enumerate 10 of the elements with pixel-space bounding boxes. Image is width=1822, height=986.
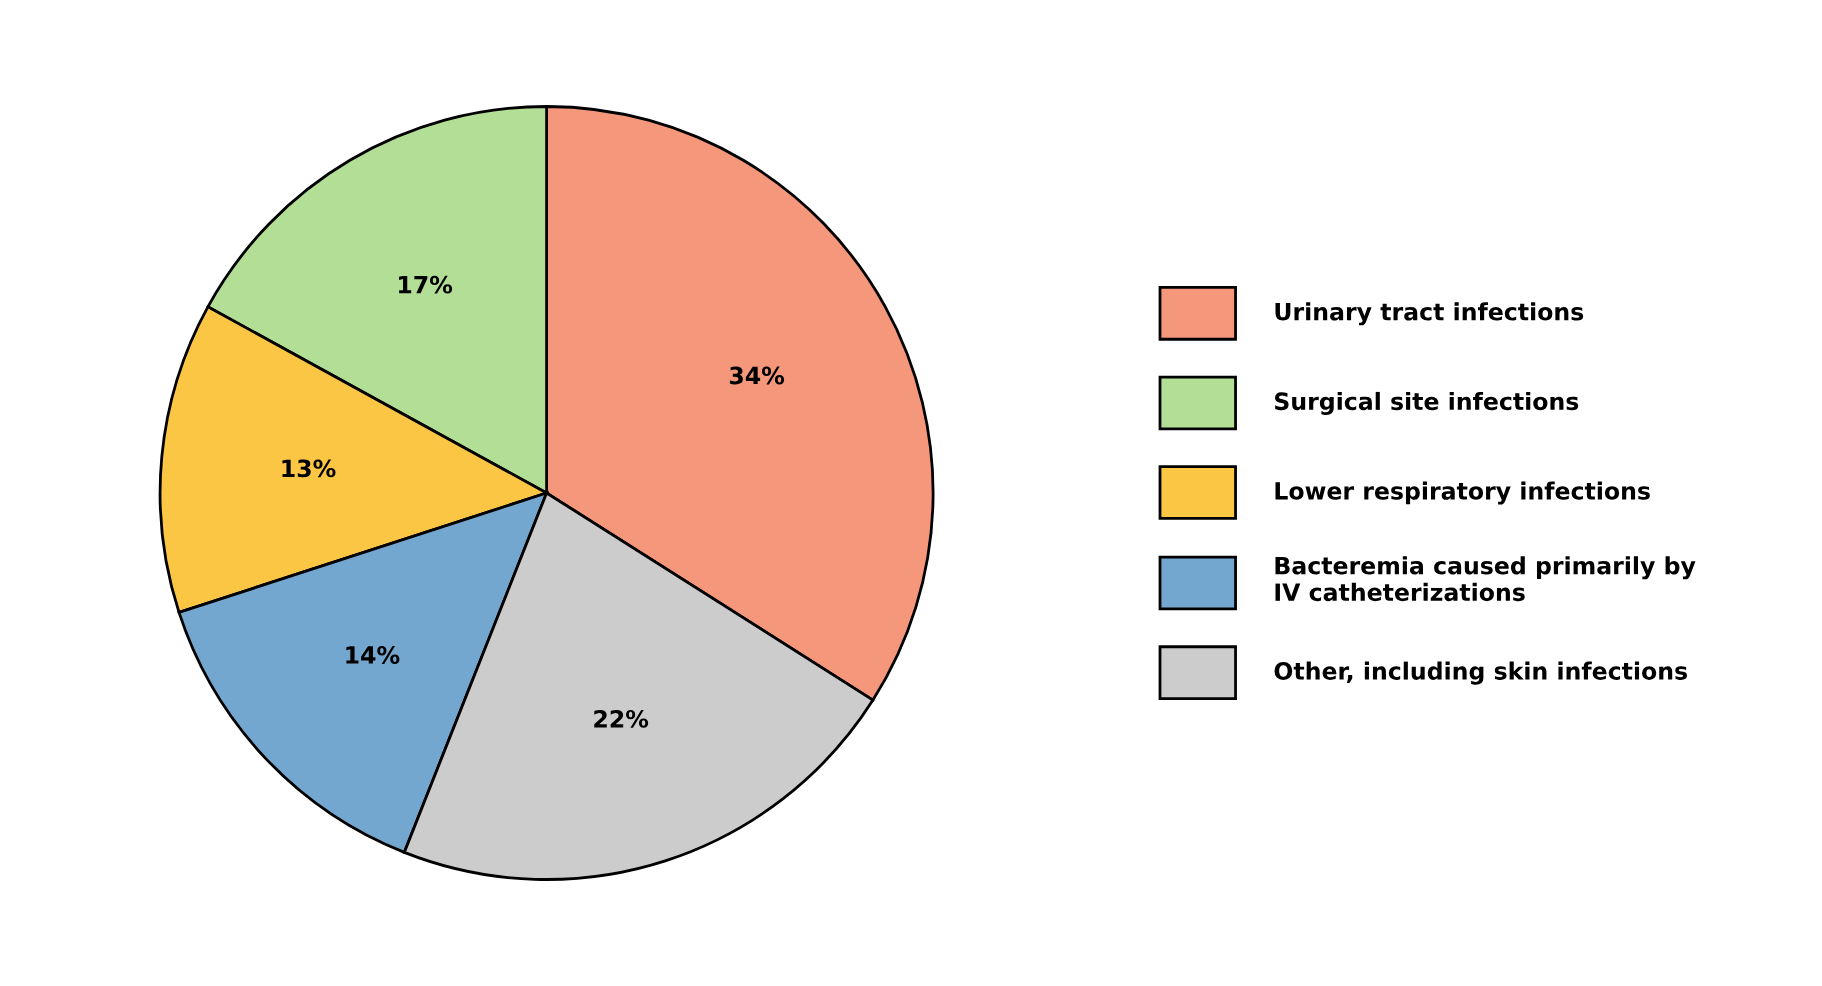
data-label: 17%: [399, 275, 453, 294]
data-label: 34%: [729, 366, 785, 385]
data-label: 13%: [282, 459, 336, 478]
legend-label: Lower respiratory infections: [1275, 481, 1650, 505]
legend-label: Surgical site infections: [1275, 391, 1579, 415]
data-label: 14%: [346, 646, 400, 664]
legend-label: Other, including skin infections: [1274, 661, 1687, 685]
legend-label: Bacteremia caused primarily by IV catheterizations: [1275, 556, 1696, 602]
legend-label: Urinary tract infections: [1275, 302, 1584, 326]
data-label: 22%: [594, 709, 649, 728]
